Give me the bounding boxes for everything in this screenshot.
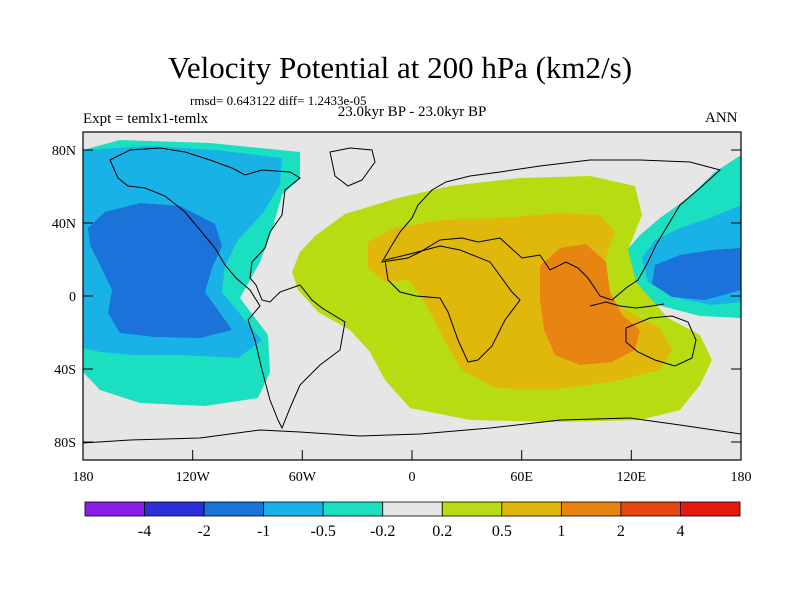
contour-minus-1-east — [652, 248, 741, 300]
colorbar-swatch — [322, 501, 384, 517]
colorbar-labels: -4 -2 -1 -0.5 -0.2 0.2 0.5 1 2 4 — [138, 523, 685, 540]
contour-minus-1 — [88, 203, 232, 338]
stats-label: rmsd= 0.643122 diff= 1.2433e-05 — [190, 93, 367, 108]
coastline-greenland — [329, 147, 376, 187]
colorbar-swatch — [441, 501, 503, 517]
y-tick-label: 40N — [52, 217, 76, 232]
coastline-eurasia — [381, 159, 722, 301]
y-tick-label: 80N — [52, 144, 76, 159]
colorbar-swatch — [144, 501, 205, 517]
y-tick-label: 40S — [54, 363, 76, 378]
colorbar-swatch — [382, 501, 443, 517]
x-tick-label: 60E — [510, 470, 533, 485]
experiment-label: Expt = temlx1-temlx — [83, 111, 209, 127]
coastline-north-america — [109, 147, 346, 430]
colorbar-swatch — [620, 501, 681, 517]
colorbar-label: -1 — [257, 523, 270, 540]
period-subtitle: 23.0kyr BP - 23.0kyr BP — [337, 104, 487, 120]
colorbar-label: 4 — [676, 523, 684, 540]
y-tick-label: 80S — [54, 436, 76, 451]
colorbar-swatch — [501, 501, 562, 517]
x-tick-label: 180 — [73, 470, 94, 485]
season-label: ANN — [705, 110, 738, 126]
colorbar-label: -2 — [197, 523, 210, 540]
colorbar-label: -4 — [138, 523, 151, 540]
colorbar-swatch — [680, 501, 741, 517]
colorbar-swatch — [263, 501, 324, 517]
colorbar-swatch — [203, 501, 265, 517]
colorbar-label: -0.2 — [370, 523, 395, 540]
colorbar-swatch — [84, 501, 145, 517]
coastline-africa — [384, 245, 521, 363]
coastline-australia — [625, 315, 697, 367]
coastline-antarctica — [83, 417, 741, 444]
coastlines — [83, 147, 741, 444]
x-tick-label: 0 — [409, 470, 416, 485]
filled-contours — [83, 132, 741, 460]
colorbar-swatch — [560, 501, 622, 517]
x-tick-label: 120E — [617, 470, 647, 485]
y-tick-label: 0 — [69, 290, 76, 305]
colorbar-label: 1 — [557, 523, 565, 540]
colorbar-label: 2 — [617, 523, 625, 540]
x-tick-label: 180 — [731, 470, 752, 485]
map-title: Velocity Potential at 200 hPa (km2/s) — [167, 50, 633, 85]
x-tick-label: 120W — [176, 470, 211, 485]
x-tick-label: 60W — [289, 470, 317, 485]
contour-plus-1 — [540, 244, 640, 365]
coastline-indonesia — [589, 301, 665, 309]
colorbar-label: 0.2 — [432, 523, 452, 540]
colorbar-label: -0.5 — [311, 523, 336, 540]
colorbar-label: 0.5 — [492, 523, 512, 540]
axis-ticks — [83, 149, 741, 460]
colorbar — [84, 501, 741, 517]
